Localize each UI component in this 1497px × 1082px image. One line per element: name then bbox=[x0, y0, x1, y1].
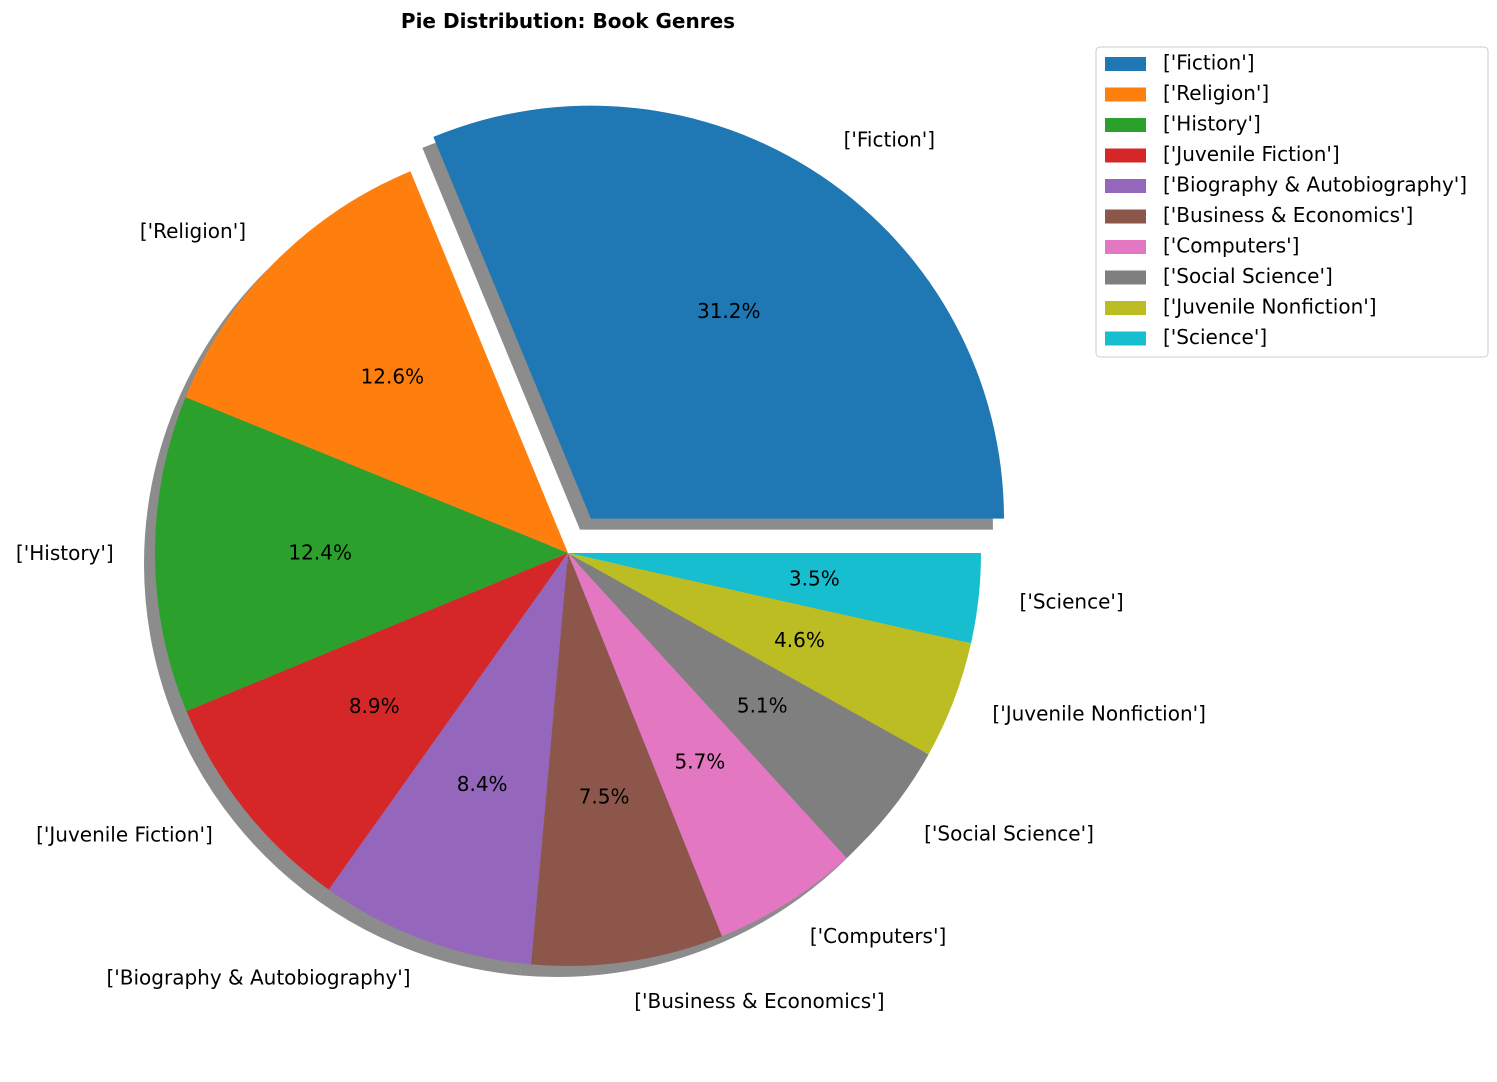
slice-fiction bbox=[433, 105, 1004, 519]
legend-label-religion: ['Religion'] bbox=[1163, 81, 1269, 105]
legend-label-biography-autobiography: ['Biography & Autobiography'] bbox=[1163, 173, 1467, 197]
legend-label-history: ['History'] bbox=[1163, 112, 1261, 136]
slice-religion bbox=[185, 171, 568, 553]
slice-label-social-science: ['Social Science'] bbox=[924, 822, 1094, 846]
slice-label-juvenile-fiction: ['Juvenile Fiction'] bbox=[36, 823, 213, 847]
slice-juvenile-nonfiction bbox=[568, 553, 972, 755]
legend-label-social-science: ['Social Science'] bbox=[1163, 264, 1333, 288]
slice-label-biography-autobiography: ['Biography & Autobiography'] bbox=[106, 966, 410, 990]
percent-label-computers: 5.7% bbox=[675, 749, 726, 773]
percent-label-business-economics: 7.5% bbox=[579, 785, 630, 809]
slice-label-computers: ['Computers'] bbox=[810, 924, 946, 948]
legend-swatch-computers bbox=[1105, 240, 1146, 254]
slice-science bbox=[568, 553, 981, 644]
percent-label-juvenile-fiction: 8.9% bbox=[349, 694, 400, 718]
slice-label-science: ['Science'] bbox=[1020, 589, 1124, 613]
legend-swatch-social-science bbox=[1105, 270, 1146, 285]
percent-label-social-science: 5.1% bbox=[737, 693, 788, 717]
legend-swatch-science bbox=[1105, 331, 1146, 346]
percent-label-history: 12.4% bbox=[288, 540, 352, 564]
percent-label-juvenile-nonfiction: 4.6% bbox=[774, 628, 825, 652]
legend-label-science: ['Science'] bbox=[1163, 325, 1267, 349]
pie-slices bbox=[154, 105, 1004, 966]
legend-label-computers: ['Computers'] bbox=[1163, 234, 1299, 258]
percent-labels: 31.2% 12.6% 12.4% 8.9% 8.4% 7.5% 5.7% 5.1% 4.6% 3… bbox=[288, 299, 839, 808]
slice-labels: ['Fiction'] ['Religion'] ['History'] ['Juve… bbox=[16, 128, 1206, 1013]
legend: ['Fiction'] ['Religion'] ['History'] ['Juve… bbox=[1095, 46, 1489, 358]
legend-swatch-history bbox=[1105, 118, 1146, 132]
legend-swatch-fiction bbox=[1105, 57, 1146, 71]
legend-label-juvenile-nonfiction: ['Juvenile Nonfiction'] bbox=[1163, 295, 1377, 319]
slice-juvenile-fiction bbox=[186, 553, 568, 890]
percent-label-biography-autobiography: 8.4% bbox=[457, 772, 508, 796]
legend-swatch-juvenile-nonfiction bbox=[1105, 301, 1146, 315]
slice-label-history: ['History'] bbox=[16, 541, 114, 565]
slice-label-business-economics: ['Business & Economics'] bbox=[634, 989, 884, 1013]
percent-label-religion: 12.6% bbox=[361, 365, 425, 389]
slice-biography-autobiography bbox=[328, 553, 568, 965]
slice-label-fiction: ['Fiction'] bbox=[844, 128, 936, 152]
legend-label-fiction: ['Fiction'] bbox=[1163, 51, 1255, 75]
legend-label-business-economics: ['Business & Economics'] bbox=[1163, 203, 1413, 227]
legend-swatch-religion bbox=[1105, 87, 1146, 102]
percent-label-fiction: 31.2% bbox=[697, 299, 761, 323]
chart-title: Pie Distribution: Book Genres bbox=[401, 9, 735, 33]
slice-social-science bbox=[568, 553, 929, 858]
percent-label-science: 3.5% bbox=[789, 567, 840, 591]
legend-swatch-business-economics bbox=[1105, 209, 1146, 224]
legend-frame bbox=[1095, 46, 1489, 358]
legend-label-juvenile-fiction: ['Juvenile Fiction'] bbox=[1163, 142, 1340, 166]
legend-swatch-biography-autobiography bbox=[1105, 179, 1146, 193]
slice-label-religion: ['Religion'] bbox=[140, 219, 246, 243]
slice-business-economics bbox=[531, 553, 722, 966]
slice-computers bbox=[568, 553, 847, 937]
slice-history bbox=[154, 397, 568, 712]
slice-label-juvenile-nonfiction: ['Juvenile Nonfiction'] bbox=[992, 702, 1206, 726]
legend-swatch-juvenile-fiction bbox=[1105, 148, 1146, 163]
